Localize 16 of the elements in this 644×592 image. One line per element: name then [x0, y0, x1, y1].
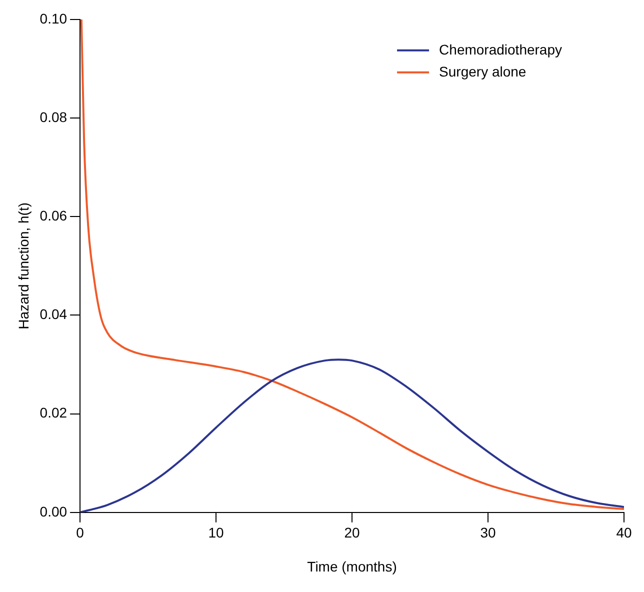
y-tick-label: 0.06 [40, 207, 68, 224]
x-axis-title: Time (months) [307, 558, 397, 574]
y-tick-label: 0.04 [40, 306, 68, 322]
x-tick-label: 10 [208, 524, 224, 541]
legend-label: Surgery alone [439, 63, 526, 80]
y-tick-label: 0.00 [40, 503, 68, 520]
x-tick-label: 40 [616, 524, 632, 541]
x-tick-label: 20 [344, 524, 360, 541]
y-axis-title: Hazard function, h(t) [15, 202, 32, 330]
y-tick-label: 0.08 [40, 108, 68, 125]
x-tick-label: 0 [76, 524, 84, 541]
line-series [80, 19, 624, 510]
y-tick-label: 0.02 [40, 404, 68, 421]
x-tick-label: 30 [480, 524, 496, 541]
y-tick-label: 0.10 [40, 10, 68, 26]
legend-label: Chemoradiotherapy [439, 41, 562, 58]
